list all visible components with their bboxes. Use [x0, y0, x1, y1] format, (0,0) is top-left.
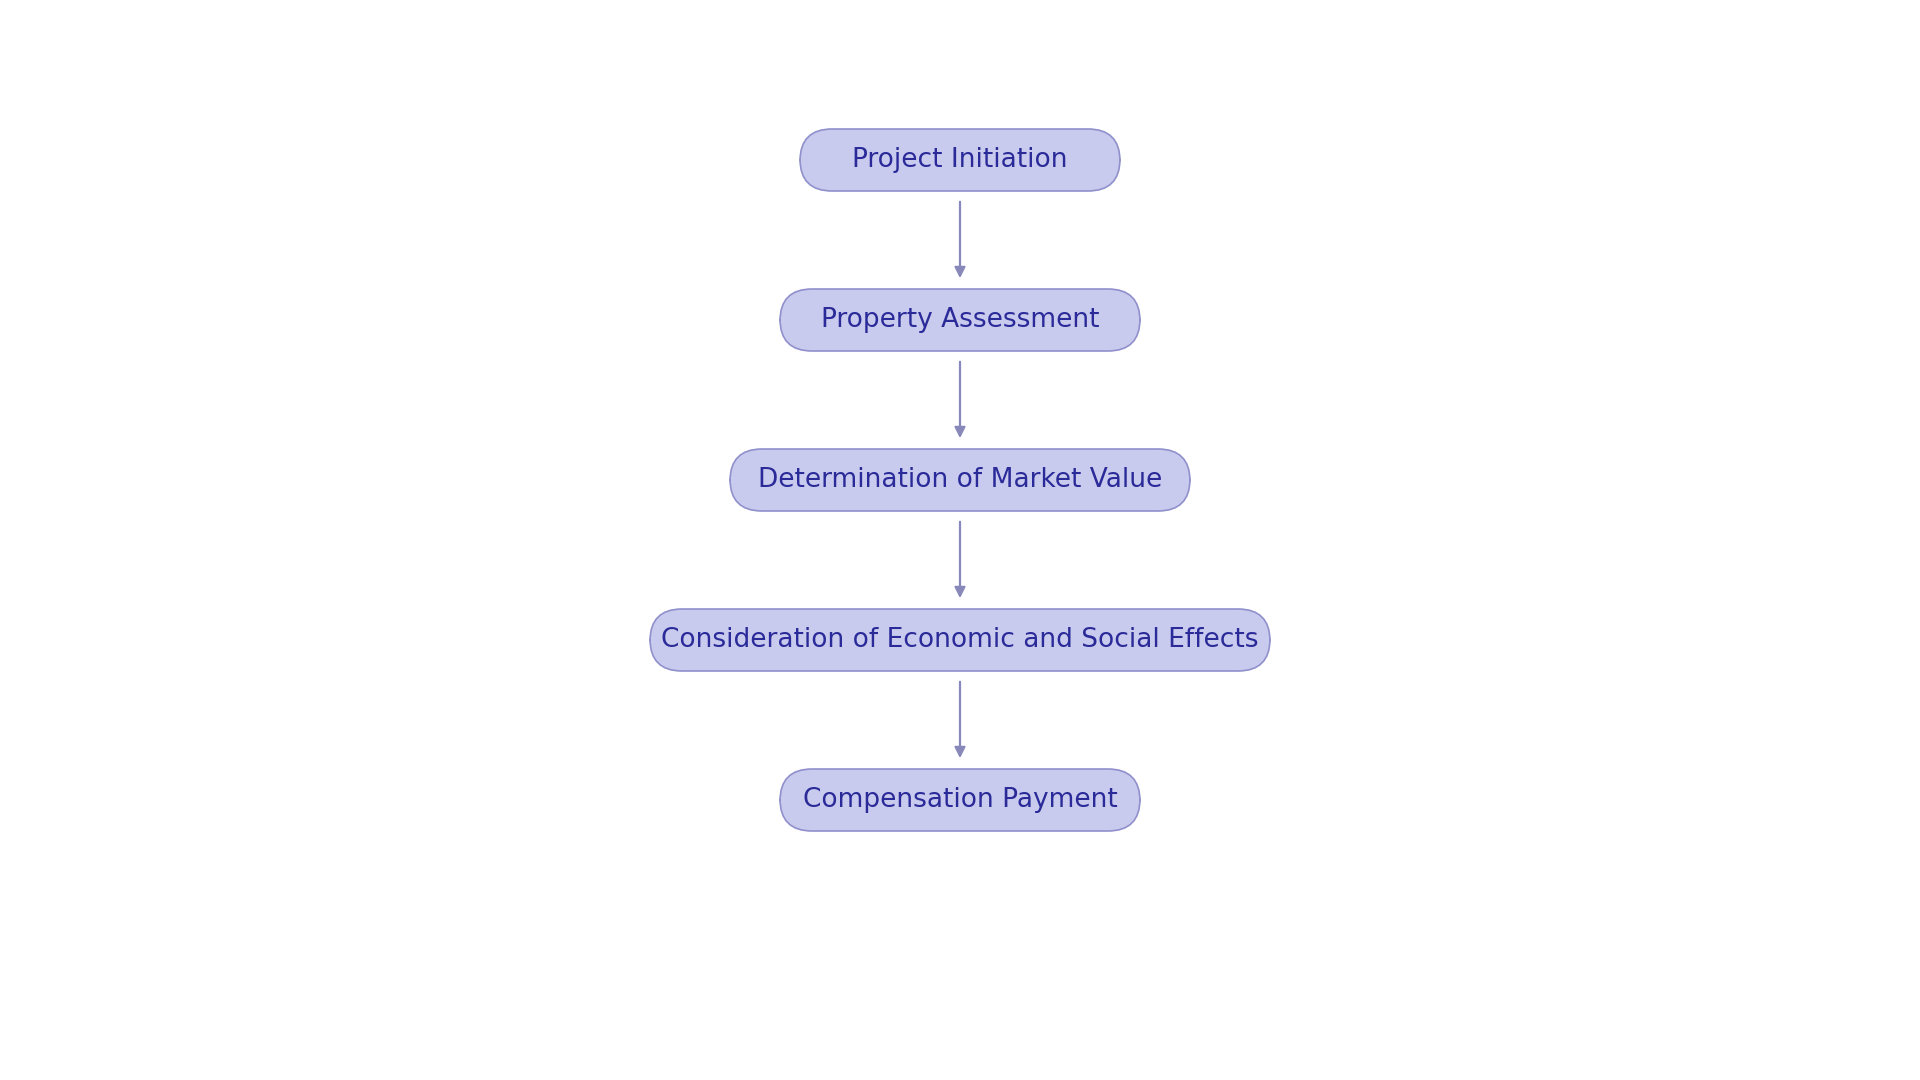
FancyBboxPatch shape: [651, 609, 1269, 671]
FancyBboxPatch shape: [730, 449, 1190, 511]
Text: Consideration of Economic and Social Effects: Consideration of Economic and Social Eff…: [660, 627, 1260, 653]
Text: Compensation Payment: Compensation Payment: [803, 787, 1117, 813]
Text: Determination of Market Value: Determination of Market Value: [758, 467, 1162, 492]
Text: Project Initiation: Project Initiation: [852, 147, 1068, 173]
Text: Property Assessment: Property Assessment: [820, 307, 1100, 333]
FancyBboxPatch shape: [780, 769, 1140, 831]
FancyBboxPatch shape: [801, 129, 1119, 191]
FancyBboxPatch shape: [780, 289, 1140, 351]
